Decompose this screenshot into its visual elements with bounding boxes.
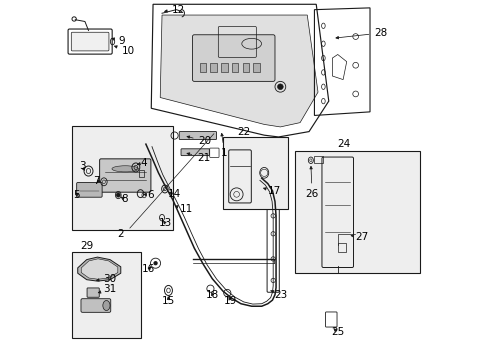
Text: 5: 5 bbox=[73, 190, 80, 200]
Circle shape bbox=[277, 84, 283, 90]
Text: 27: 27 bbox=[350, 232, 367, 242]
FancyBboxPatch shape bbox=[100, 159, 151, 192]
Text: 18: 18 bbox=[205, 290, 219, 300]
Text: 29: 29 bbox=[80, 241, 93, 251]
Text: 1: 1 bbox=[221, 134, 227, 158]
Text: 14: 14 bbox=[167, 189, 180, 199]
Text: 13: 13 bbox=[158, 218, 171, 228]
Text: 31: 31 bbox=[98, 284, 116, 294]
Text: 25: 25 bbox=[330, 327, 344, 337]
Text: 15: 15 bbox=[162, 296, 175, 306]
Text: 7: 7 bbox=[93, 176, 100, 186]
Bar bbox=[210, 63, 217, 72]
Bar bbox=[253, 63, 260, 72]
FancyBboxPatch shape bbox=[71, 32, 109, 51]
Text: 9: 9 bbox=[112, 36, 124, 46]
Polygon shape bbox=[160, 15, 317, 127]
Polygon shape bbox=[78, 257, 121, 281]
Text: 17: 17 bbox=[263, 186, 281, 197]
Text: 12: 12 bbox=[164, 5, 185, 15]
Text: 16: 16 bbox=[142, 264, 155, 274]
Bar bbox=[294, 151, 419, 273]
Bar bbox=[72, 252, 140, 338]
Bar bbox=[221, 63, 227, 72]
Bar bbox=[72, 126, 172, 230]
Text: 19: 19 bbox=[224, 296, 237, 306]
FancyBboxPatch shape bbox=[87, 288, 99, 297]
Ellipse shape bbox=[102, 301, 110, 311]
Text: 2: 2 bbox=[117, 229, 123, 239]
Bar bbox=[199, 63, 206, 72]
Text: 6: 6 bbox=[143, 190, 153, 200]
Text: 8: 8 bbox=[121, 194, 127, 204]
Text: 26: 26 bbox=[305, 166, 318, 199]
Circle shape bbox=[153, 261, 158, 265]
Bar bbox=[231, 63, 238, 72]
FancyBboxPatch shape bbox=[181, 149, 209, 156]
Bar bbox=[314, 156, 323, 163]
Text: 11: 11 bbox=[175, 204, 193, 215]
Text: 21: 21 bbox=[187, 153, 210, 163]
Circle shape bbox=[116, 193, 120, 197]
Ellipse shape bbox=[112, 166, 138, 172]
Text: 24: 24 bbox=[337, 139, 350, 149]
Bar bbox=[223, 137, 287, 209]
Text: 4: 4 bbox=[137, 158, 147, 168]
Polygon shape bbox=[81, 259, 118, 279]
Bar bbox=[337, 243, 345, 252]
Text: 23: 23 bbox=[270, 290, 286, 300]
Text: 10: 10 bbox=[114, 46, 135, 56]
Bar bbox=[139, 170, 144, 177]
Text: 22: 22 bbox=[237, 127, 250, 136]
FancyBboxPatch shape bbox=[77, 183, 102, 197]
Text: 20: 20 bbox=[187, 136, 211, 146]
FancyBboxPatch shape bbox=[179, 132, 216, 139]
FancyBboxPatch shape bbox=[81, 299, 110, 312]
Text: 28: 28 bbox=[335, 28, 387, 39]
FancyBboxPatch shape bbox=[192, 35, 274, 81]
Bar bbox=[242, 63, 249, 72]
Text: 30: 30 bbox=[96, 274, 116, 284]
Text: 3: 3 bbox=[79, 161, 85, 171]
